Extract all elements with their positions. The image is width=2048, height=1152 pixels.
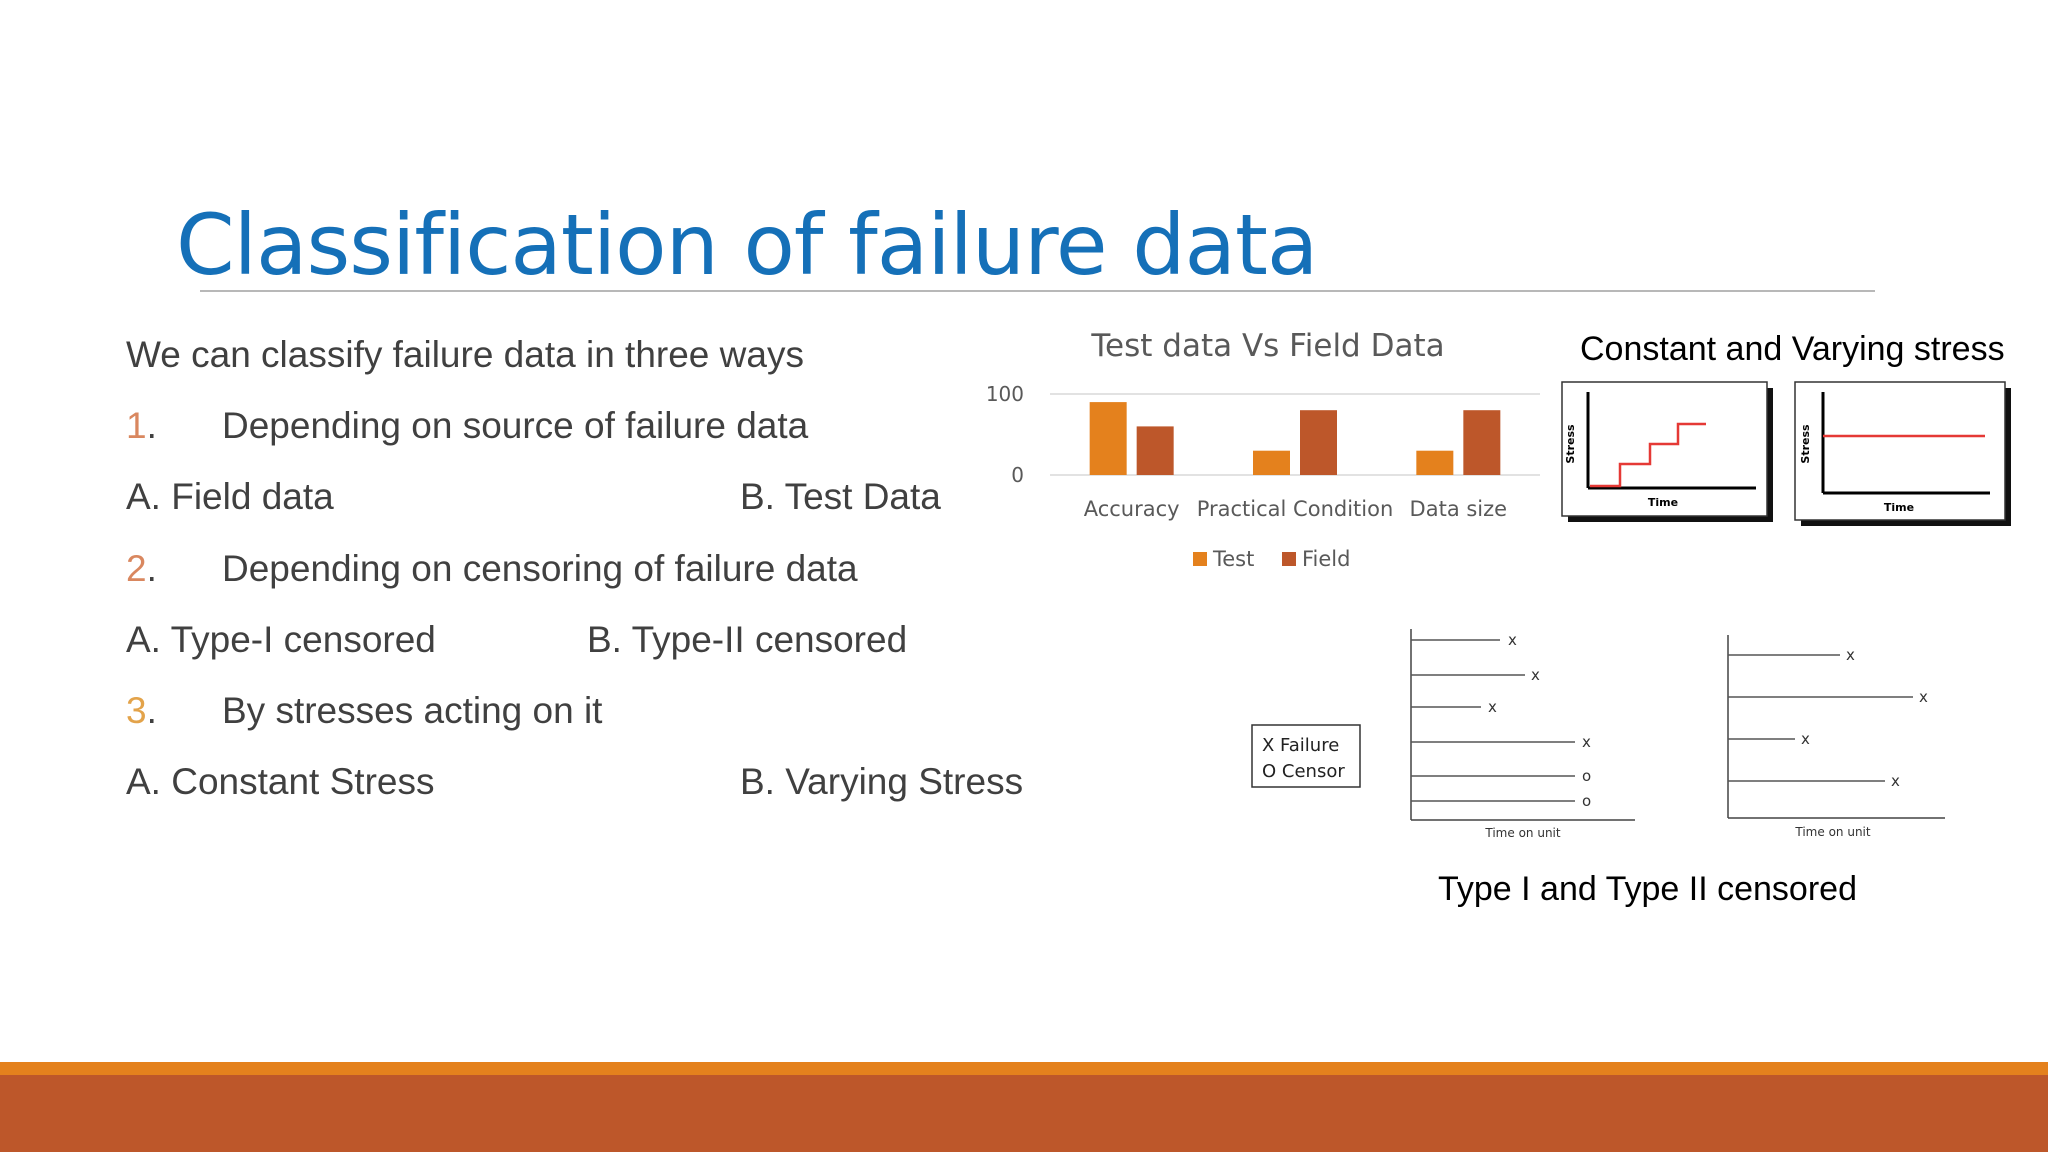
type1-rows: x x x x o o	[1411, 631, 1591, 810]
legend-swatch	[1282, 552, 1296, 566]
varying-stress-line	[1590, 422, 1706, 488]
y-axis-label: Stress	[1564, 424, 1577, 464]
type2-rows: x x x x	[1728, 646, 1928, 790]
constant-stress-plot: Stress Time	[1794, 381, 2011, 526]
point-2: 2. Depending on censoring of failure data	[126, 548, 858, 589]
x-axis-label: Time	[1884, 501, 1914, 514]
chart-title: Test data Vs Field Data	[1090, 328, 1444, 364]
type1-mark: x	[1531, 666, 1540, 684]
x-axis-label: Time	[1648, 496, 1678, 509]
point-1-number: 1	[126, 405, 147, 446]
point-1-option-b: B. Test Data	[740, 476, 941, 517]
bar-field	[1463, 410, 1501, 475]
point-3-option-b: B. Varying Stress	[740, 761, 1024, 802]
bar-field	[1300, 410, 1337, 475]
type1-mark: o	[1582, 792, 1591, 810]
plot-frame	[1794, 381, 2006, 521]
varying-stress-plot: Stress Time	[1561, 381, 1773, 522]
type1-mark: x	[1488, 698, 1497, 716]
type2-mark: x	[1891, 772, 1900, 790]
point-1-text: Depending on source of failure data	[222, 405, 809, 446]
type1-mark: o	[1582, 767, 1591, 785]
footer-bar	[0, 1075, 2048, 1152]
point-3-text: By stresses acting on it	[222, 690, 603, 731]
bar-chart: Test data Vs Field Data 100 0 Accuracy Pract…	[986, 328, 1540, 571]
point-1-option-a: A. Field data	[126, 476, 334, 517]
legend-label: Test	[1212, 547, 1254, 571]
bar-test	[1253, 450, 1290, 475]
point-3-number: 3	[126, 690, 147, 731]
legend-label: Field	[1302, 547, 1350, 571]
censor-legend-box	[1251, 724, 1361, 788]
stress-caption: Constant and Varying stress	[1580, 330, 2005, 368]
y-tick-label: 100	[986, 382, 1024, 406]
point-3: 3. By stresses acting on it	[126, 690, 603, 731]
type2-mark: x	[1919, 688, 1928, 706]
type2-x-label: Time on unit	[1794, 825, 1870, 839]
type1-x-label: Time on unit	[1484, 826, 1560, 840]
bar-field	[1136, 426, 1174, 475]
censoring-figure: X Failure O Censor x x x x o o Time on u…	[1251, 629, 1945, 840]
bar-test	[1416, 450, 1454, 475]
point-2-number: 2	[126, 548, 147, 589]
type1-mark: x	[1582, 733, 1591, 751]
slide-title: Classification of failure data	[176, 196, 1318, 294]
title-divider	[200, 290, 1875, 292]
y-tick-label: 0	[1011, 463, 1024, 487]
legend-censor: O Censor	[1262, 761, 1345, 782]
point-1: 1. Depending on source of failure data	[126, 405, 809, 446]
censor-caption: Type I and Type II censored	[1438, 870, 1857, 908]
legend-swatch	[1193, 552, 1207, 566]
type1-mark: x	[1508, 631, 1517, 649]
y-axis-label: Stress	[1799, 424, 1812, 464]
type2-mark: x	[1846, 646, 1855, 664]
x-tick-label: Accuracy	[1084, 497, 1180, 521]
x-tick-label: Practical Condition	[1197, 497, 1394, 521]
point-2-text: Depending on censoring of failure data	[222, 548, 858, 589]
plot-frame	[1561, 381, 1768, 517]
intro-text: We can classify failure data in three wa…	[126, 334, 804, 375]
legend-failure: X Failure	[1262, 735, 1339, 756]
point-2-option-b: B. Type-II censored	[587, 619, 908, 660]
footer-stripe	[0, 1062, 2048, 1075]
x-tick-label: Data size	[1410, 497, 1508, 521]
point-3-option-a: A. Constant Stress	[126, 761, 435, 802]
type2-mark: x	[1801, 730, 1810, 748]
bar-test	[1089, 402, 1127, 475]
point-2-option-a: A. Type-I censored	[126, 619, 436, 660]
